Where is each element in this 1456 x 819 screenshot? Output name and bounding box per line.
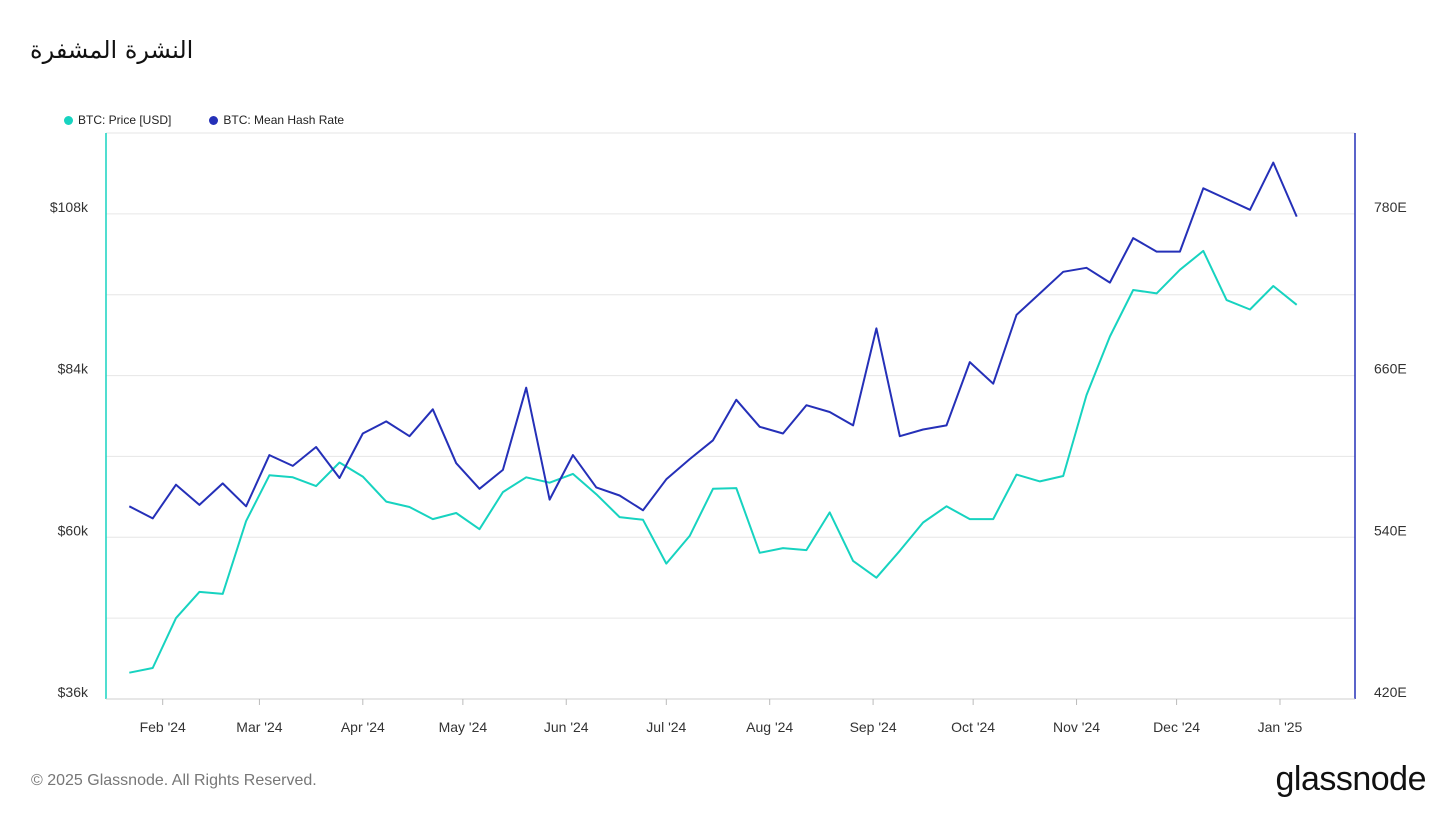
legend-dot-hash-rate <box>209 115 219 125</box>
y-tick-label-left: $36k <box>58 684 89 700</box>
x-tick-label: Feb '24 <box>140 719 186 735</box>
x-tick-label: Apr '24 <box>341 719 385 735</box>
chart-legend: BTC: Price [USD] BTC: Mean Hash Rate <box>64 113 344 127</box>
y-tick-label-left: $108k <box>50 199 89 215</box>
legend-item-hash-rate[interactable]: BTC: Mean Hash Rate <box>209 113 344 127</box>
x-tick-label: Sep '24 <box>850 719 897 735</box>
x-tick-label: Mar '24 <box>236 719 282 735</box>
x-tick-label: Nov '24 <box>1053 719 1100 735</box>
x-tick-label: Jan '25 <box>1258 719 1303 735</box>
y-tick-label-left: $60k <box>58 522 89 538</box>
legend-label-hash-rate: BTC: Mean Hash Rate <box>223 113 345 127</box>
x-tick-label: Jul '24 <box>646 719 686 735</box>
y-tick-label-right: 780E <box>1374 199 1407 215</box>
x-tick-label: Aug '24 <box>746 719 793 735</box>
legend-dot-price <box>64 115 73 125</box>
x-tick-label: Oct '24 <box>951 719 995 735</box>
hash-rate-series-line <box>128 161 1298 520</box>
x-tick-label: Dec '24 <box>1153 719 1200 735</box>
y-tick-label-right: 660E <box>1374 361 1407 377</box>
copyright-text: © 2025 Glassnode. All Rights Reserved. <box>31 772 317 789</box>
chart-title: النشرة المشفرة <box>30 36 194 64</box>
legend-item-price[interactable]: BTC: Price [USD] <box>64 113 171 127</box>
glassnode-logo: glassnode <box>1275 760 1426 798</box>
y-tick-label-right: 420E <box>1374 684 1407 700</box>
y-tick-label-left: $84k <box>58 361 89 377</box>
price-series-line <box>129 249 1298 674</box>
x-tick-label: May '24 <box>439 719 488 735</box>
x-tick-label: Jun '24 <box>544 719 589 735</box>
legend-label-price: BTC: Price [USD] <box>78 113 172 127</box>
y-tick-label-right: 540E <box>1374 522 1407 538</box>
